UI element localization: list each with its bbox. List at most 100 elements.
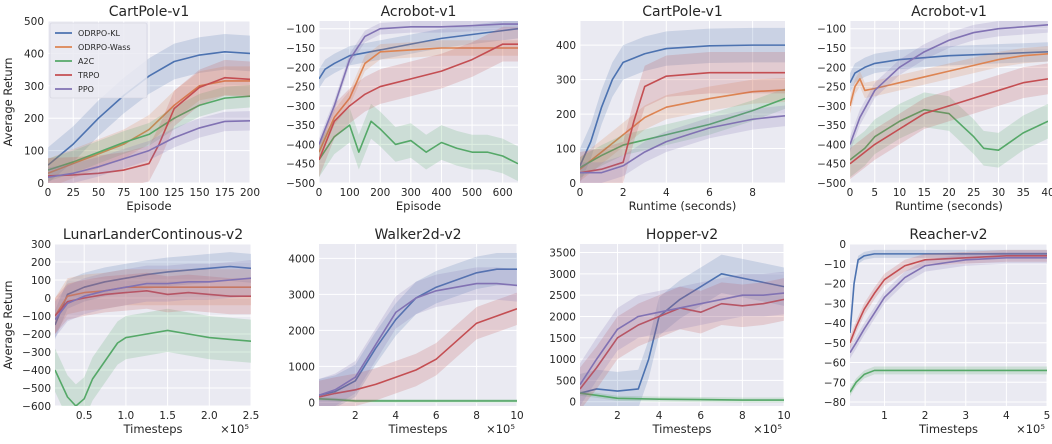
- confidence-band: [48, 33, 250, 183]
- y-tick-label: 2000: [288, 325, 315, 337]
- y-tick-label: 100: [24, 146, 44, 158]
- confidence-band: [55, 252, 251, 340]
- y-tick-label: −150: [817, 43, 846, 55]
- x-tick-label: 35: [1017, 187, 1030, 199]
- legend-label: TRPO: [77, 71, 100, 80]
- x-tick-label: 175: [215, 187, 235, 199]
- x-tick-label: 40: [1041, 187, 1052, 199]
- x-tick-label: 6: [433, 410, 440, 422]
- y-tick-label: −250: [817, 82, 846, 94]
- x-tick-label: 25: [67, 187, 80, 199]
- x-tick-label: 200: [240, 187, 260, 199]
- confidence-band: [850, 249, 1047, 337]
- y-tick-label: −400: [286, 139, 315, 151]
- y-tick-label: 1000: [288, 361, 315, 373]
- x-tick-label: 300: [401, 187, 421, 199]
- x-tick-label: 10: [893, 187, 906, 199]
- series-line: [319, 43, 518, 161]
- y-tick-label: −10: [824, 259, 846, 271]
- y-tick-label: −400: [22, 365, 51, 377]
- y-tick-label: 200: [24, 113, 44, 125]
- x-tick-label: 50: [92, 187, 105, 199]
- x-tick-label: 8: [739, 410, 746, 422]
- panel-title: Hopper-v2: [646, 227, 718, 243]
- series-layer: [319, 253, 517, 406]
- confidence-band: [850, 63, 1048, 180]
- x-tick-label: 3: [962, 410, 969, 422]
- series-layer: [55, 252, 251, 406]
- y-tick-label: 0: [308, 397, 315, 409]
- x-tick-label: 4: [663, 187, 670, 199]
- panel-6: 2 4 6 8 10 0 1000 2000 3000 4000 Walker2d-v2 Timest…: [288, 227, 523, 436]
- confidence-band: [55, 272, 251, 334]
- y-tick-label: 0: [839, 239, 846, 251]
- series-line: [48, 119, 250, 178]
- y-tick-label: −500: [286, 178, 315, 190]
- x-tick-label: 500: [462, 187, 482, 199]
- confidence-band: [580, 77, 785, 182]
- y-tick-label: 300: [24, 81, 44, 93]
- y-tick-label: 3000: [549, 269, 576, 281]
- confidence-band: [319, 267, 517, 406]
- confidence-band: [580, 52, 785, 183]
- x-tick-label: 400: [431, 187, 451, 199]
- y-tick-label: 300: [556, 75, 576, 87]
- y-tick-label: −200: [817, 62, 846, 74]
- confidence-band: [319, 21, 518, 89]
- panel-4: 0 5 10 15 20 25 30 35 40 −500 −450 −400 −350 −300 −250…: [817, 4, 1052, 213]
- series-line: [850, 51, 1048, 84]
- y-tick-label: 2000: [549, 311, 576, 323]
- series-line: [580, 97, 785, 169]
- confidence-band: [850, 42, 1048, 93]
- y-tick-label: 500: [24, 16, 44, 28]
- y-tick-label: −50: [824, 338, 846, 350]
- series-line: [48, 95, 250, 171]
- x-tick-label: 0: [316, 187, 323, 199]
- panel-7: 2 4 6 8 10 0 500 1000 1500 2000 2500 3000 3500 Hopper…: [549, 227, 790, 436]
- series-line: [580, 292, 784, 386]
- series-line: [580, 89, 785, 170]
- y-tick-label: −350: [286, 120, 315, 132]
- legend-label: ODRPO-Wass: [78, 43, 131, 52]
- confidence-band: [55, 269, 251, 334]
- y-tick-label: 200: [31, 257, 51, 269]
- series-line: [48, 76, 250, 177]
- legend-label: A2C: [78, 57, 95, 66]
- x-tick-label: 125: [164, 187, 184, 199]
- y-tick-label: 300: [31, 239, 51, 251]
- y-tick-label: −80: [824, 397, 846, 409]
- x-axis-label: Timesteps: [651, 422, 711, 436]
- y-tick-label: −100: [286, 24, 315, 36]
- x-tick-label: 1.0: [118, 410, 135, 422]
- confidence-band: [580, 271, 784, 406]
- x-tick-label: 5: [1044, 410, 1051, 422]
- x-tick-label: 600: [493, 187, 513, 199]
- series-line: [48, 80, 250, 175]
- y-tick-label: 2500: [549, 290, 576, 302]
- panel-5: 0.5 1.0 1.5 2.0 2.5 −600 −500 −400 −300 −200 −100 0…: [1, 227, 259, 436]
- x-tick-label: 6: [706, 187, 713, 199]
- y-tick-label: 3500: [549, 248, 576, 260]
- y-tick-label: −600: [22, 401, 51, 413]
- confidence-band: [580, 105, 785, 183]
- y-tick-label: 0: [44, 293, 51, 305]
- y-tick-label: 400: [556, 40, 576, 52]
- y-tick-label: −200: [286, 62, 315, 74]
- series-line: [850, 255, 1047, 344]
- x-tick-label: 4: [1003, 410, 1010, 422]
- panel-title: Walker2d-v2: [374, 227, 461, 243]
- y-tick-label: −350: [817, 120, 846, 132]
- series-line: [55, 277, 251, 321]
- series-line: [850, 78, 1048, 165]
- x-tick-label: 4: [656, 410, 663, 422]
- x-axis-multiplier: ×10⁵: [220, 422, 249, 436]
- x-axis-label: Timesteps: [918, 422, 978, 436]
- x-tick-label: 8: [749, 187, 756, 199]
- confidence-band: [55, 308, 251, 406]
- series-layer: [850, 249, 1047, 397]
- series-line: [580, 71, 785, 174]
- y-axis-label: Average Return: [1, 280, 15, 369]
- legend-label: ODRPO-KL: [78, 29, 120, 38]
- confidence-band: [319, 40, 518, 160]
- series-line: [580, 273, 784, 394]
